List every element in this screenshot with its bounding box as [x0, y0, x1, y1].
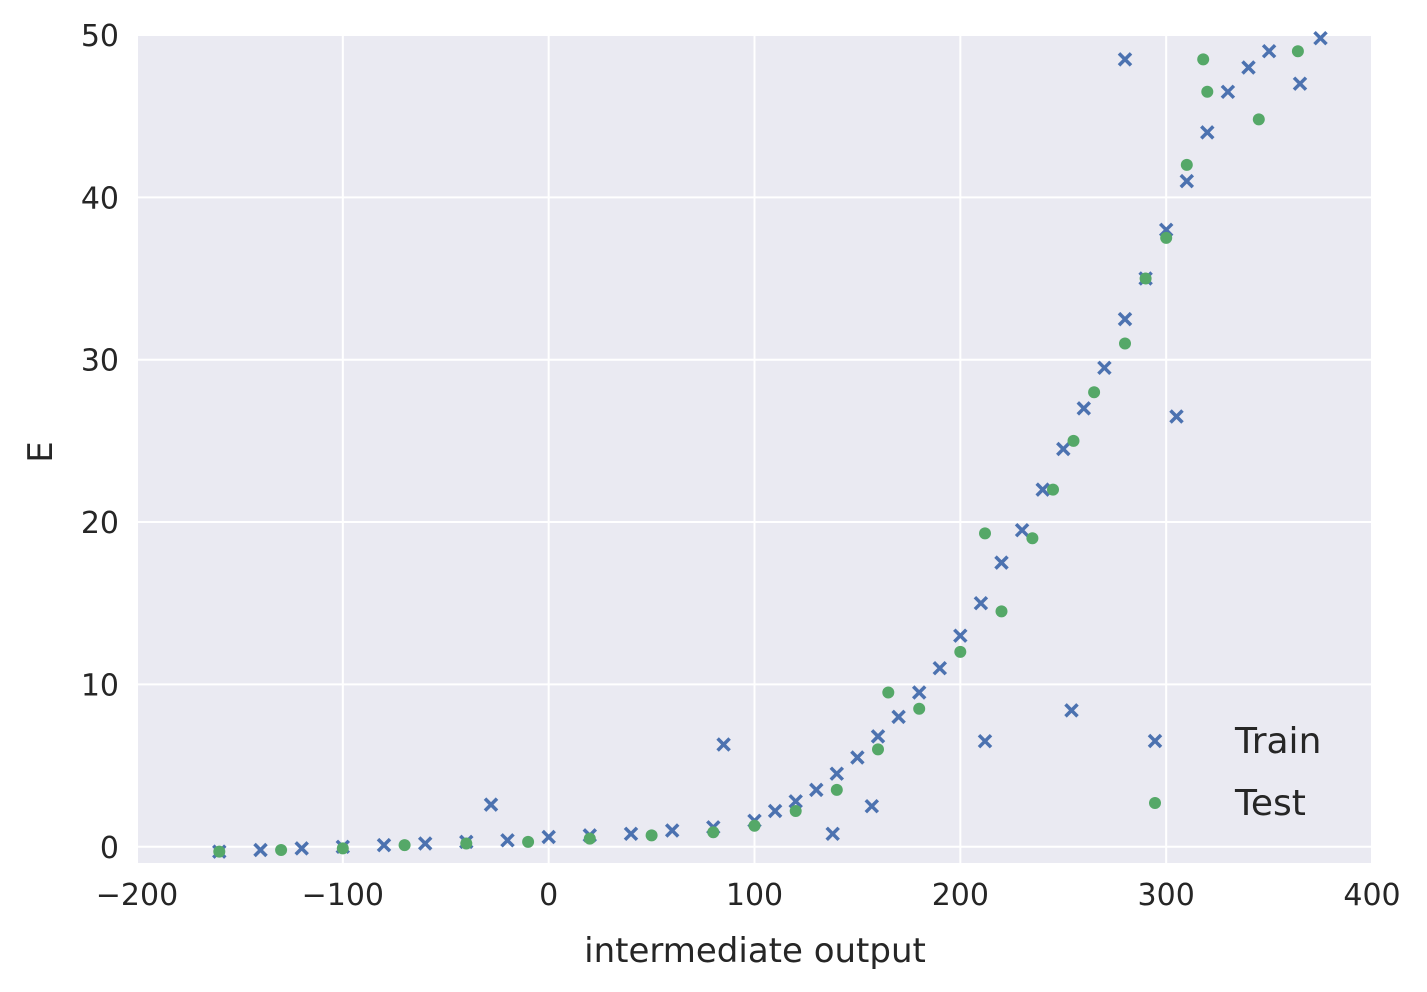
train-point — [994, 555, 1009, 570]
x-tick-label: 100 — [726, 878, 783, 913]
train-point — [767, 803, 783, 819]
y-tick-label: 20 — [81, 506, 119, 541]
train-point — [500, 833, 515, 848]
test-point — [995, 605, 1008, 618]
legend-train-label: Train — [1234, 721, 1321, 762]
test-point — [789, 805, 802, 817]
test-point — [1252, 113, 1265, 126]
test-point — [1160, 231, 1173, 244]
x-tick-label: 300 — [1138, 878, 1195, 913]
train-point — [1035, 482, 1050, 497]
test-point — [1047, 483, 1059, 496]
train-point — [417, 836, 433, 851]
test-point — [1026, 532, 1039, 545]
test-point — [913, 702, 926, 715]
train-point — [1117, 52, 1133, 67]
legend-test-label: Test — [1234, 783, 1306, 824]
test-point — [1088, 386, 1101, 399]
test-point — [872, 743, 884, 756]
train-point — [664, 823, 680, 838]
test-point — [1291, 45, 1304, 58]
test-point — [830, 783, 843, 796]
test-point — [275, 844, 288, 856]
x-tick-label: 0 — [539, 878, 558, 913]
test-point — [707, 826, 720, 839]
train-point — [623, 826, 639, 842]
train-point — [864, 798, 880, 814]
train-point — [1117, 311, 1133, 327]
train-point — [1292, 76, 1308, 91]
y-tick-label: 10 — [81, 668, 119, 703]
y-axis-label: E — [21, 441, 61, 462]
y-tick-label: 0 — [100, 831, 119, 866]
x-tick-label: 200 — [932, 878, 989, 913]
test-point — [1067, 434, 1080, 447]
train-point — [850, 750, 865, 765]
train-point — [973, 595, 989, 611]
test-point — [1180, 158, 1193, 171]
train-point — [1261, 43, 1277, 59]
train-point — [829, 766, 845, 781]
train-point — [932, 660, 948, 676]
train-point — [1220, 84, 1236, 100]
x-tick-label: 400 — [1343, 878, 1400, 913]
test-point — [1139, 272, 1152, 285]
test-point — [645, 829, 658, 842]
train-point — [788, 794, 803, 809]
train-point — [1056, 441, 1071, 457]
y-tick-label: 50 — [81, 19, 119, 54]
train-point — [870, 729, 886, 744]
train-point — [1169, 409, 1184, 424]
x-tick-label: −100 — [302, 878, 384, 913]
train-point — [953, 628, 968, 643]
test-point — [213, 845, 226, 858]
test-point — [954, 645, 967, 658]
train-point — [825, 826, 840, 842]
tick-labels: −200 −100 0 100 200 300 400 0 10 20 30 40 50 — [81, 19, 1401, 913]
test-point — [882, 686, 895, 699]
test-series — [213, 45, 1304, 858]
train-point — [1014, 522, 1030, 538]
legend-test-marker — [1149, 797, 1161, 809]
train-point — [1097, 360, 1112, 376]
legend-train-marker — [1147, 733, 1163, 749]
train-point — [1064, 703, 1079, 718]
test-point — [522, 835, 535, 848]
train-point — [376, 837, 392, 853]
test-point — [748, 819, 761, 832]
test-point — [1201, 85, 1214, 98]
test-point — [460, 837, 473, 850]
legend: Train Test — [1147, 721, 1321, 824]
train-point — [253, 842, 268, 858]
test-point — [1119, 337, 1131, 350]
train-point — [294, 841, 309, 856]
y-tick-label: 40 — [81, 181, 119, 216]
train-point — [977, 733, 993, 749]
train-point — [911, 685, 927, 700]
test-point — [398, 839, 411, 852]
train-point — [716, 737, 731, 752]
train-point — [1200, 125, 1215, 140]
test-point — [336, 842, 349, 855]
train-point — [1179, 173, 1195, 189]
y-tick-label: 30 — [81, 344, 119, 379]
test-point — [979, 527, 991, 540]
train-point — [541, 829, 556, 845]
train-point — [1076, 401, 1092, 416]
train-point — [1241, 60, 1256, 75]
x-axis-label: intermediate output — [584, 931, 926, 971]
train-point — [483, 797, 499, 812]
train-point — [1313, 30, 1328, 46]
x-tick-label: −200 — [96, 878, 178, 913]
test-point — [583, 832, 596, 845]
train-point — [891, 709, 906, 725]
test-point — [1197, 53, 1210, 66]
train-point — [809, 782, 824, 798]
